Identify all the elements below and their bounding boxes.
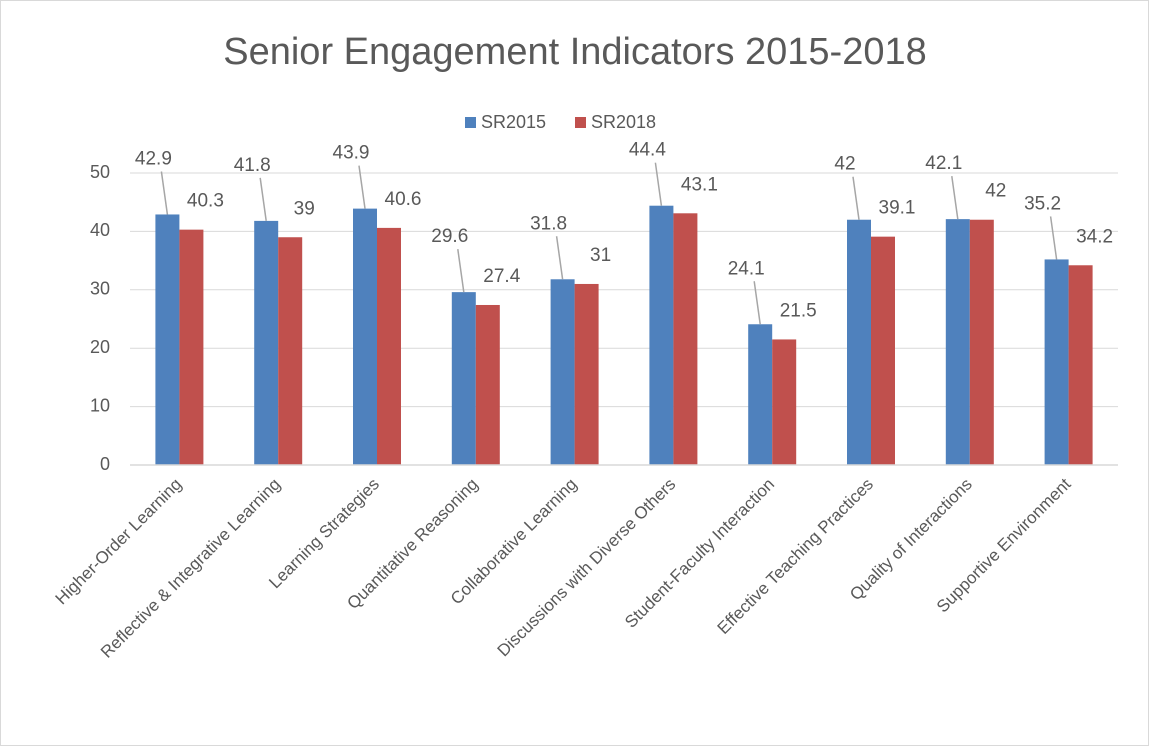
leader-line bbox=[259, 177, 267, 221]
data-label: 24.1 bbox=[728, 258, 765, 279]
bar bbox=[945, 219, 970, 465]
leader-line bbox=[852, 176, 860, 220]
leader-line bbox=[457, 249, 465, 293]
bar bbox=[179, 229, 204, 465]
y-tick-label: 20 bbox=[90, 337, 110, 357]
data-label: 29.6 bbox=[431, 226, 468, 247]
data-label: 43.1 bbox=[681, 174, 718, 195]
leader-line bbox=[358, 165, 366, 209]
data-label: 42 bbox=[834, 154, 855, 175]
data-label: 27.4 bbox=[483, 266, 520, 287]
data-label: 42 bbox=[985, 181, 1006, 202]
data-label: 21.5 bbox=[780, 300, 817, 321]
data-label: 31.8 bbox=[530, 213, 567, 234]
data-label: 39 bbox=[294, 198, 315, 219]
chart-title: Senior Engagement Indicators 2015-2018 bbox=[223, 31, 926, 73]
bar bbox=[772, 339, 797, 465]
bar bbox=[1044, 259, 1069, 465]
bar bbox=[748, 324, 773, 465]
bar bbox=[475, 304, 500, 465]
data-label: 41.8 bbox=[234, 155, 271, 176]
y-tick-label: 0 bbox=[100, 454, 110, 474]
bar bbox=[871, 236, 895, 465]
bar bbox=[969, 219, 994, 465]
data-label: 35.2 bbox=[1024, 193, 1061, 214]
data-label: 39.1 bbox=[879, 198, 916, 219]
data-label: 43.9 bbox=[333, 143, 370, 164]
bar bbox=[353, 208, 377, 465]
data-label: 44.4 bbox=[629, 140, 666, 161]
legend-label: SR2018 bbox=[591, 112, 656, 132]
leader-line bbox=[160, 171, 169, 215]
data-label: 42.1 bbox=[925, 153, 962, 174]
leader-line bbox=[654, 162, 663, 206]
legend-swatch bbox=[465, 117, 476, 128]
y-tick-label: 10 bbox=[90, 395, 110, 415]
leader-line bbox=[1049, 216, 1058, 260]
bar bbox=[451, 292, 476, 465]
bar bbox=[574, 283, 599, 465]
bar bbox=[673, 213, 698, 465]
bar bbox=[254, 220, 279, 465]
bar bbox=[1068, 265, 1093, 465]
bar bbox=[155, 214, 180, 465]
legend-swatch bbox=[575, 117, 586, 128]
legend-label: SR2015 bbox=[481, 112, 546, 132]
bar bbox=[278, 237, 303, 465]
leader-line bbox=[753, 281, 761, 325]
bar bbox=[649, 205, 674, 466]
data-label: 42.9 bbox=[135, 148, 172, 169]
data-label: 40.6 bbox=[385, 189, 422, 210]
data-label: 40.3 bbox=[187, 191, 224, 212]
data-label: 31 bbox=[590, 245, 611, 266]
data-label: 34.2 bbox=[1076, 226, 1113, 247]
leader-line bbox=[555, 236, 564, 280]
y-tick-label: 50 bbox=[90, 162, 110, 182]
bar bbox=[550, 279, 575, 465]
leader-line bbox=[951, 176, 959, 220]
bar bbox=[847, 219, 871, 465]
y-tick-label: 40 bbox=[90, 220, 110, 240]
bar bbox=[377, 227, 401, 465]
y-tick-label: 30 bbox=[90, 279, 110, 299]
